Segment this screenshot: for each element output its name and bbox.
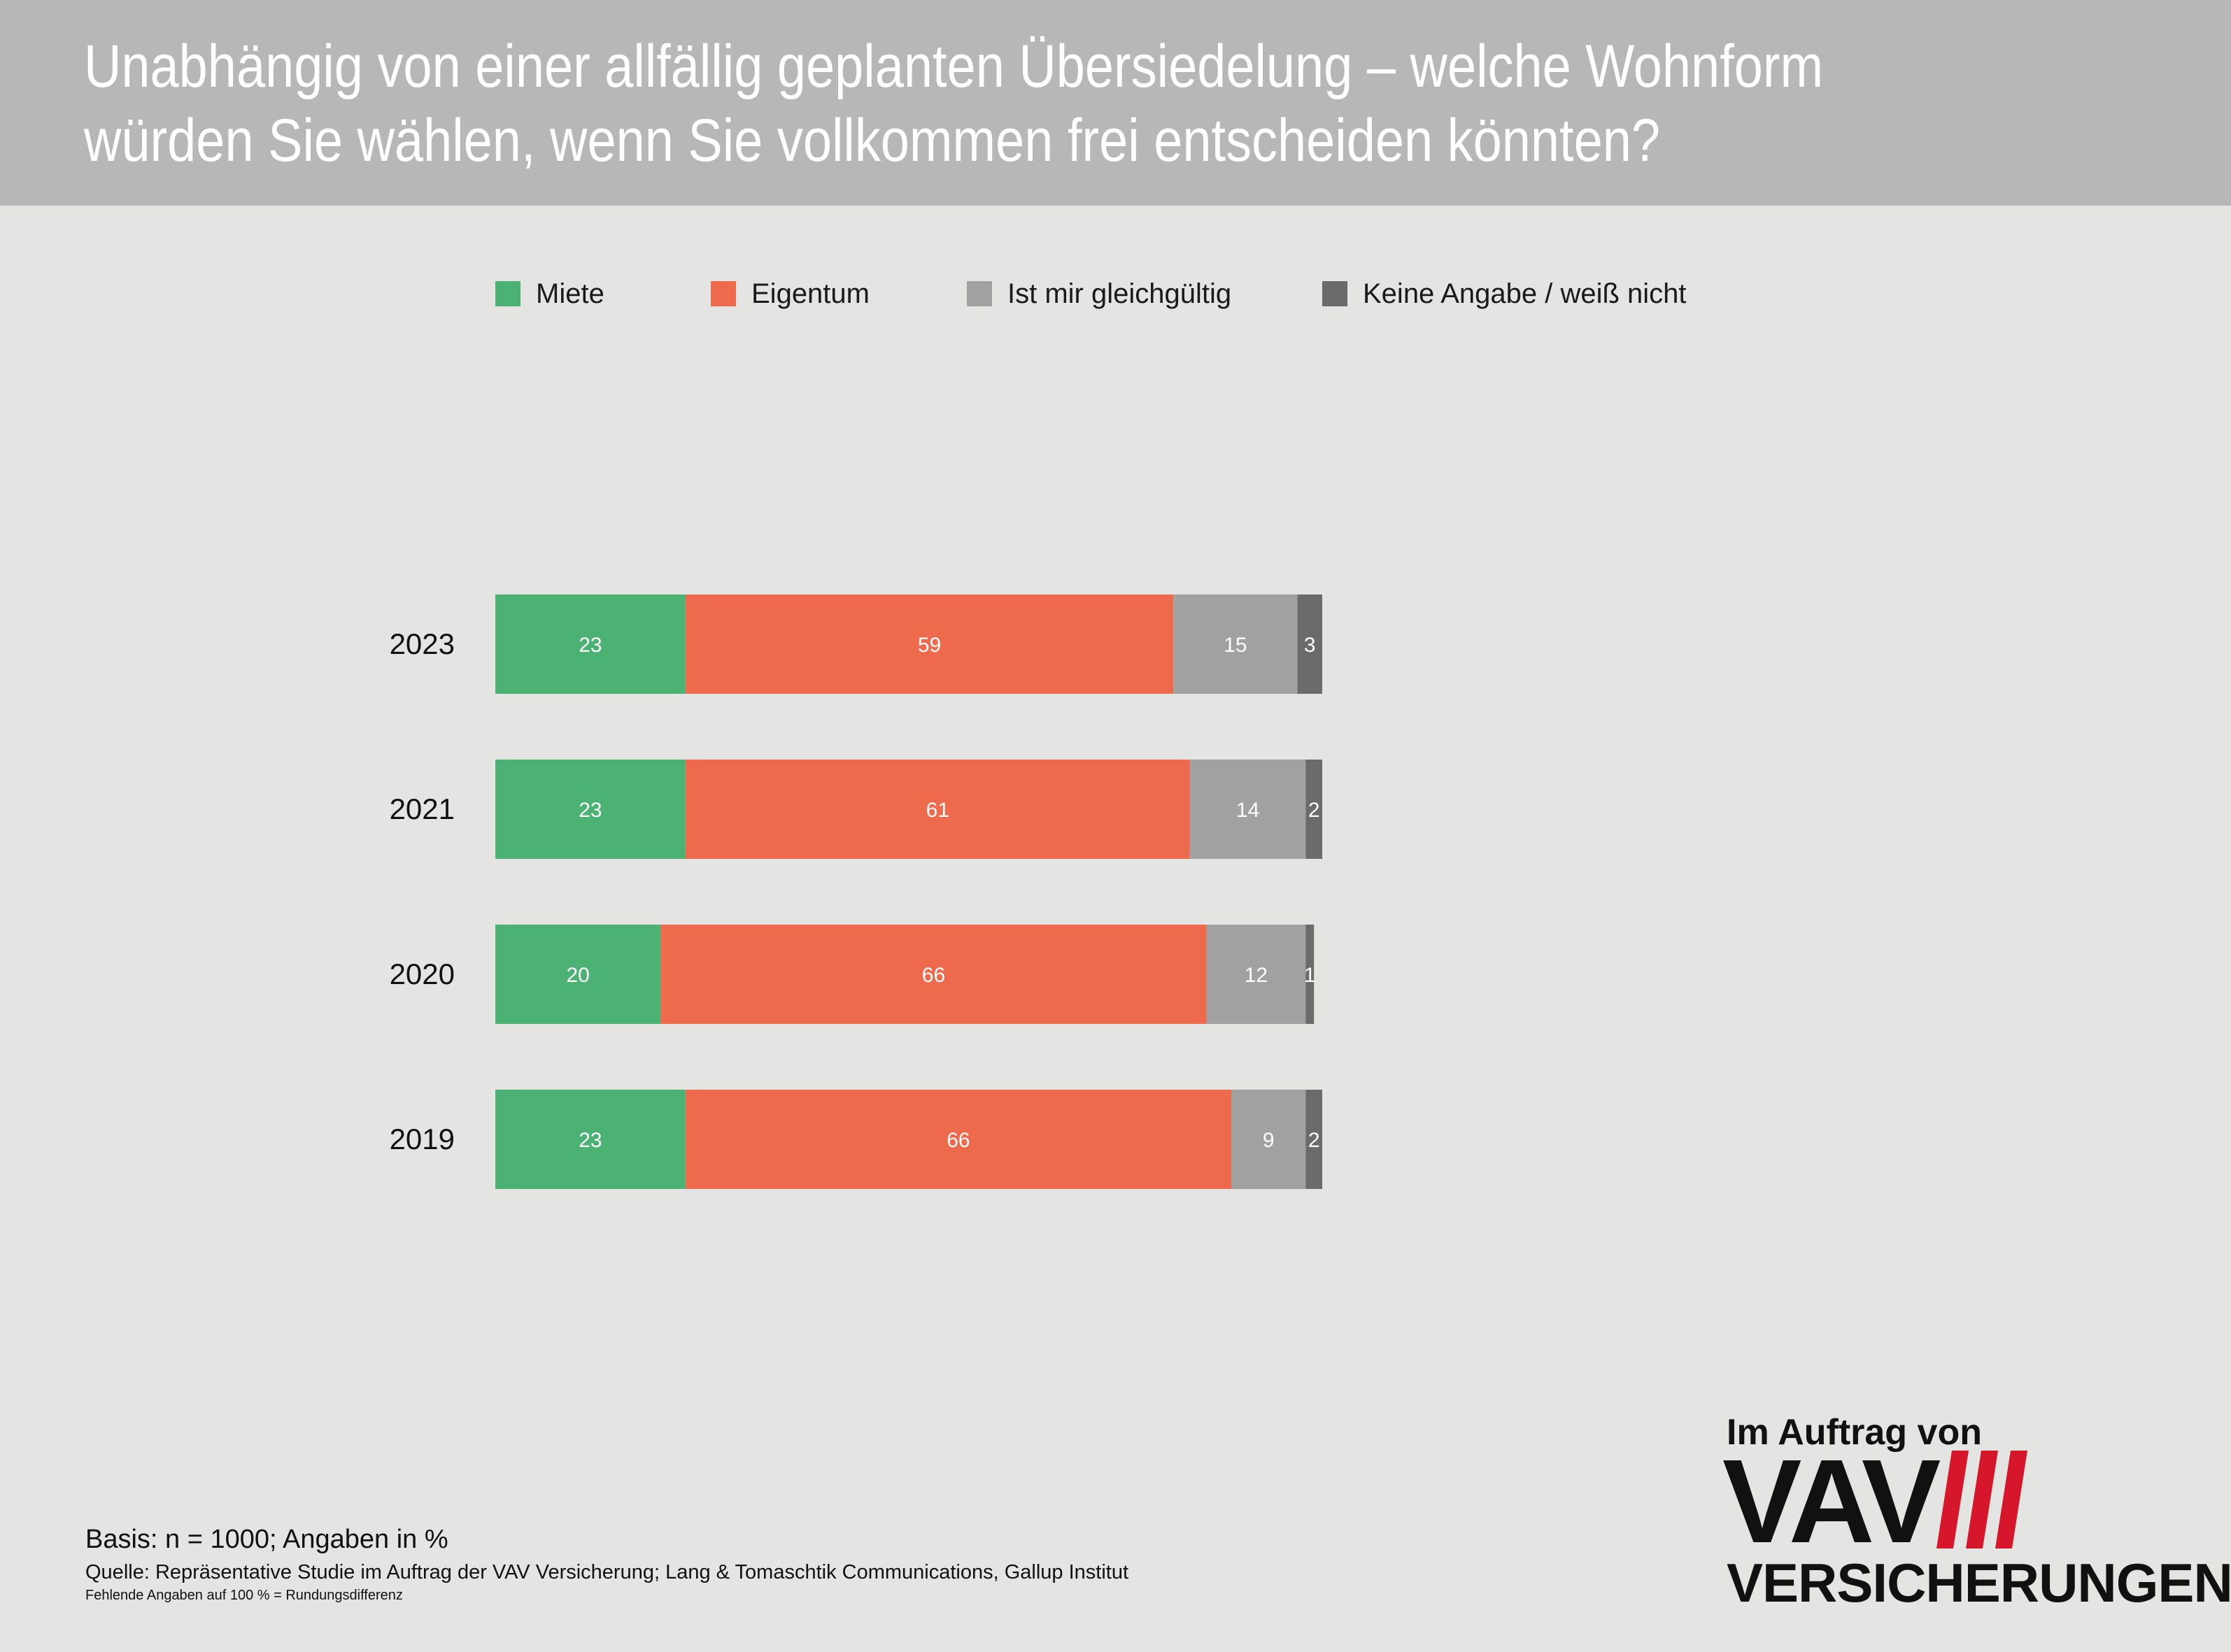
category-label-2020: 2020 xyxy=(390,957,455,990)
logo-wordmark: VAV xyxy=(1722,1435,1941,1568)
footer-source: Quelle: Repräsentative Studie im Auftrag… xyxy=(85,1561,1129,1583)
data-label-2020-4: 1 xyxy=(1304,964,1316,987)
title-line-2: würden Sie wählen, wenn Sie vollkommen f… xyxy=(84,107,1661,174)
legend-item-gleichgueltig: Ist mir gleichgültig xyxy=(967,277,1231,311)
data-label-2020-3: 12 xyxy=(1245,964,1268,987)
bar-segment-2021-3 xyxy=(1189,760,1306,859)
bar-segment-2023-2 xyxy=(685,594,1174,694)
bar-segment-2023-3 xyxy=(1173,594,1298,694)
legend-swatch-keine-angabe xyxy=(1322,281,1347,306)
footer-basis: Basis: n = 1000; Angaben in % xyxy=(85,1525,448,1554)
data-label-2019-2: 66 xyxy=(947,1129,970,1152)
legend-label-eigentum: Eigentum xyxy=(751,278,870,309)
logo-subtitle: VERSICHERUNGEN xyxy=(1727,1552,2231,1614)
vav-logo: Im Auftrag von VAV VERSICHERUNGEN xyxy=(1722,1411,2231,1614)
category-label-2023: 2023 xyxy=(390,627,455,660)
legend-swatch-miete xyxy=(495,281,520,306)
data-label-2023-1: 23 xyxy=(579,634,602,657)
title-line-1: Unabhängig von einer allfällig geplanten… xyxy=(84,33,1824,100)
bar-segment-2020-3 xyxy=(1206,925,1306,1024)
legend-label-keine-angabe: Keine Angabe / weiß nicht xyxy=(1363,278,1687,309)
data-label-2021-2: 61 xyxy=(926,799,949,822)
bar-segment-2019-2 xyxy=(685,1090,1231,1189)
data-label-2020-2: 66 xyxy=(922,964,945,987)
data-label-2019-1: 23 xyxy=(579,1129,602,1152)
category-label-2021: 2021 xyxy=(390,792,455,825)
legend-swatch-eigentum xyxy=(711,281,736,306)
legend-item-miete: Miete xyxy=(495,277,604,311)
data-label-2021-4: 2 xyxy=(1308,799,1320,822)
bar-segment-2019-3 xyxy=(1231,1090,1306,1189)
data-label-2023-2: 59 xyxy=(918,634,941,657)
legend-swatch-gleichgueltig xyxy=(967,281,992,306)
bar-segment-2021-4 xyxy=(1305,760,1322,859)
legend-label-gleichgueltig: Ist mir gleichgültig xyxy=(1007,278,1232,309)
data-label-2023-3: 15 xyxy=(1224,634,1247,657)
bar-segment-2023-1 xyxy=(495,594,686,694)
legend-item-keine-angabe: Keine Angabe / weiß nicht xyxy=(1322,277,1687,311)
bar-segment-2020-2 xyxy=(660,925,1207,1024)
bar-segment-2021-1 xyxy=(495,760,686,859)
data-label-2023-4: 3 xyxy=(1304,634,1316,657)
header-bar: Unabhängig von einer allfällig geplanten… xyxy=(0,0,2231,206)
legend-item-eigentum: Eigentum xyxy=(711,277,870,311)
page-title: Unabhängig von einer allfällig geplanten… xyxy=(84,29,1889,178)
bar-segment-2019-4 xyxy=(1305,1090,1322,1189)
data-label-2021-1: 23 xyxy=(579,799,602,822)
logo-stripes-icon xyxy=(1936,1451,2027,1548)
data-label-2021-3: 14 xyxy=(1236,799,1259,822)
bar-segment-2020-1 xyxy=(495,925,661,1024)
bar-segment-2020-4 xyxy=(1305,925,1315,1024)
logo-tagline: Im Auftrag von xyxy=(1727,1412,1982,1453)
data-label-2020-1: 20 xyxy=(567,964,590,987)
category-label-2019: 2019 xyxy=(390,1123,455,1155)
footer-note: Fehlende Angaben auf 100 % = Rundungsdif… xyxy=(85,1588,403,1603)
data-label-2019-3: 9 xyxy=(1263,1129,1275,1152)
data-label-2019-4: 2 xyxy=(1308,1129,1320,1152)
legend-label-miete: Miete xyxy=(536,278,604,309)
bar-segment-2019-1 xyxy=(495,1090,686,1189)
bar-segment-2021-2 xyxy=(685,760,1190,859)
bar-segment-2023-4 xyxy=(1297,594,1322,694)
